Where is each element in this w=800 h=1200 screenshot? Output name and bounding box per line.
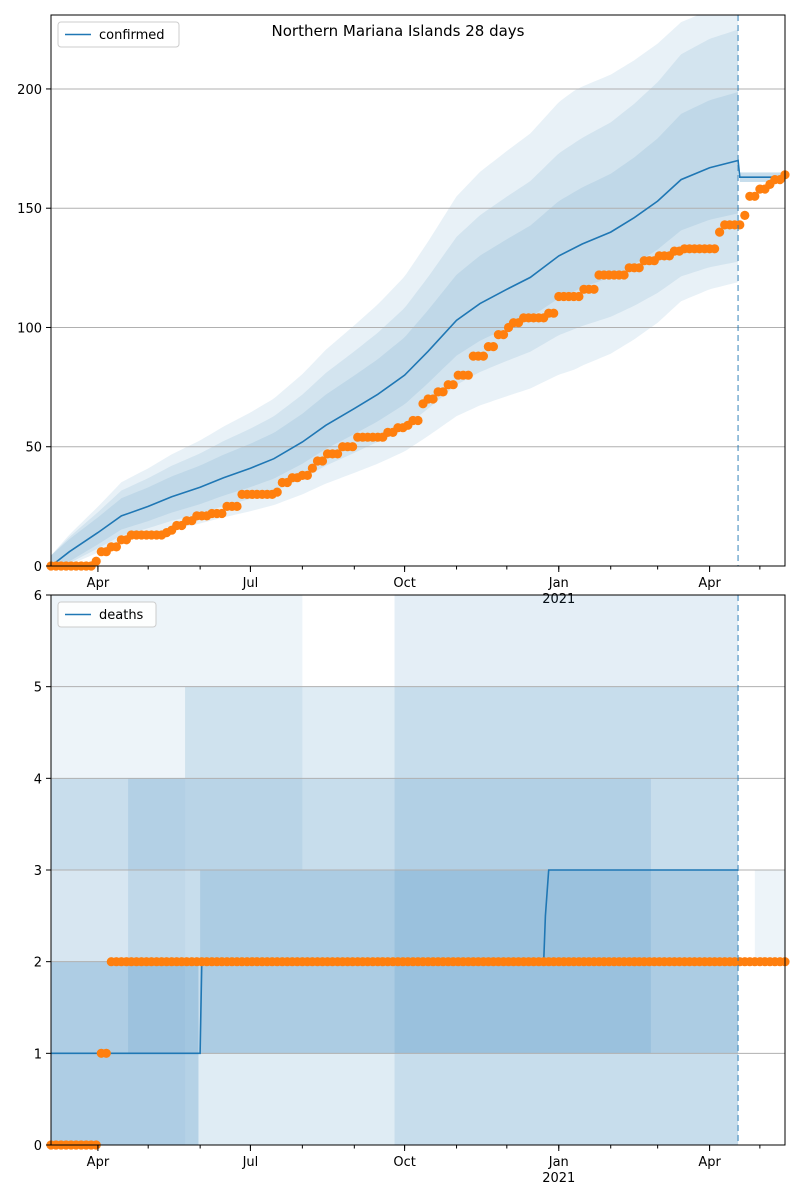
confidence-band: [51, 92, 739, 566]
y-tick-label: 2: [34, 956, 42, 971]
confirmed-uncertainty-bands: [51, 15, 785, 566]
legend-box: [57, 21, 180, 48]
observed-point: [589, 284, 599, 294]
observed-point: [413, 415, 423, 426]
plot-frame: [50, 14, 786, 567]
legend-box: [57, 601, 157, 628]
y-tick-label: 4: [34, 772, 42, 787]
observed-point: [463, 370, 473, 380]
observed-point: [272, 487, 282, 497]
y-tick-label: 200: [17, 83, 42, 98]
observed-point: [710, 244, 720, 254]
observed-point: [498, 330, 509, 340]
deaths-observed-points: [46, 957, 790, 1150]
legend-label: deaths: [99, 608, 144, 623]
y-tick-label: 1: [34, 1047, 42, 1062]
y-tick-label: 5: [34, 681, 42, 696]
y-tick-label: 6: [34, 589, 42, 604]
observed-point: [574, 291, 584, 302]
observed-point: [428, 394, 438, 404]
observed-point: [619, 270, 629, 280]
x-tick-label: Apr: [87, 1155, 110, 1170]
y-tick-label: 3: [34, 864, 42, 879]
observed-point: [488, 342, 498, 352]
observed-point: [740, 210, 750, 220]
x-tick-label: Oct: [393, 576, 415, 591]
y-tick-label: 100: [17, 321, 42, 336]
observed-point: [549, 308, 559, 318]
observed-point: [634, 263, 644, 273]
observed-point: [715, 227, 725, 237]
y-tick-label: 150: [17, 202, 42, 217]
confidence-band: [128, 778, 651, 1054]
confidence-band: [185, 686, 739, 1145]
observed-point: [438, 387, 448, 397]
y-tick-label: 0: [34, 1139, 42, 1154]
observed-point: [333, 449, 343, 459]
observed-point: [91, 556, 101, 566]
confirmed-axes-frame: [50, 14, 786, 567]
x-tick-sublabel: 2021: [542, 592, 575, 607]
confirmed-series: [51, 159, 785, 566]
x-tick-label: Apr: [698, 576, 721, 591]
observed-point: [348, 442, 358, 452]
observed-point: [302, 470, 312, 480]
observed-point: [307, 463, 317, 473]
confirmed-legend: confirmed: [57, 21, 180, 48]
confidence-band: [51, 15, 739, 566]
x-tick-label: Jul: [242, 576, 259, 591]
figure-title: Northern Mariana Islands 28 days: [272, 22, 525, 40]
x-tick-label: Jan: [548, 1155, 569, 1170]
legend-label: confirmed: [99, 28, 165, 43]
confidence-band: [754, 870, 785, 962]
x-tick-label: Apr: [698, 1155, 721, 1170]
observed-point: [448, 380, 458, 390]
observed-point: [317, 456, 328, 466]
y-tick-label: 50: [25, 441, 42, 456]
confidence-band: [51, 595, 303, 870]
observed-point: [217, 508, 227, 519]
observed-point: [750, 191, 760, 201]
confidence-band: [51, 29, 739, 566]
observed-point: [478, 351, 488, 361]
observed-point: [101, 1048, 111, 1058]
y-tick-label: 0: [34, 560, 42, 575]
x-tick-label: Oct: [393, 1155, 415, 1170]
x-tick-sublabel: 2021: [542, 1171, 575, 1186]
x-tick-label: Apr: [87, 576, 110, 591]
observed-point: [735, 220, 745, 230]
x-tick-label: Jan: [548, 576, 569, 591]
confirmed-median-line: [51, 159, 785, 566]
confirmed-gridlines: [51, 88, 785, 448]
observed-point: [111, 542, 121, 552]
x-tick-label: Jul: [242, 1155, 259, 1170]
observed-point: [232, 501, 242, 511]
confirmed-observed-points: [46, 170, 790, 571]
deaths-legend: deaths: [57, 601, 157, 628]
